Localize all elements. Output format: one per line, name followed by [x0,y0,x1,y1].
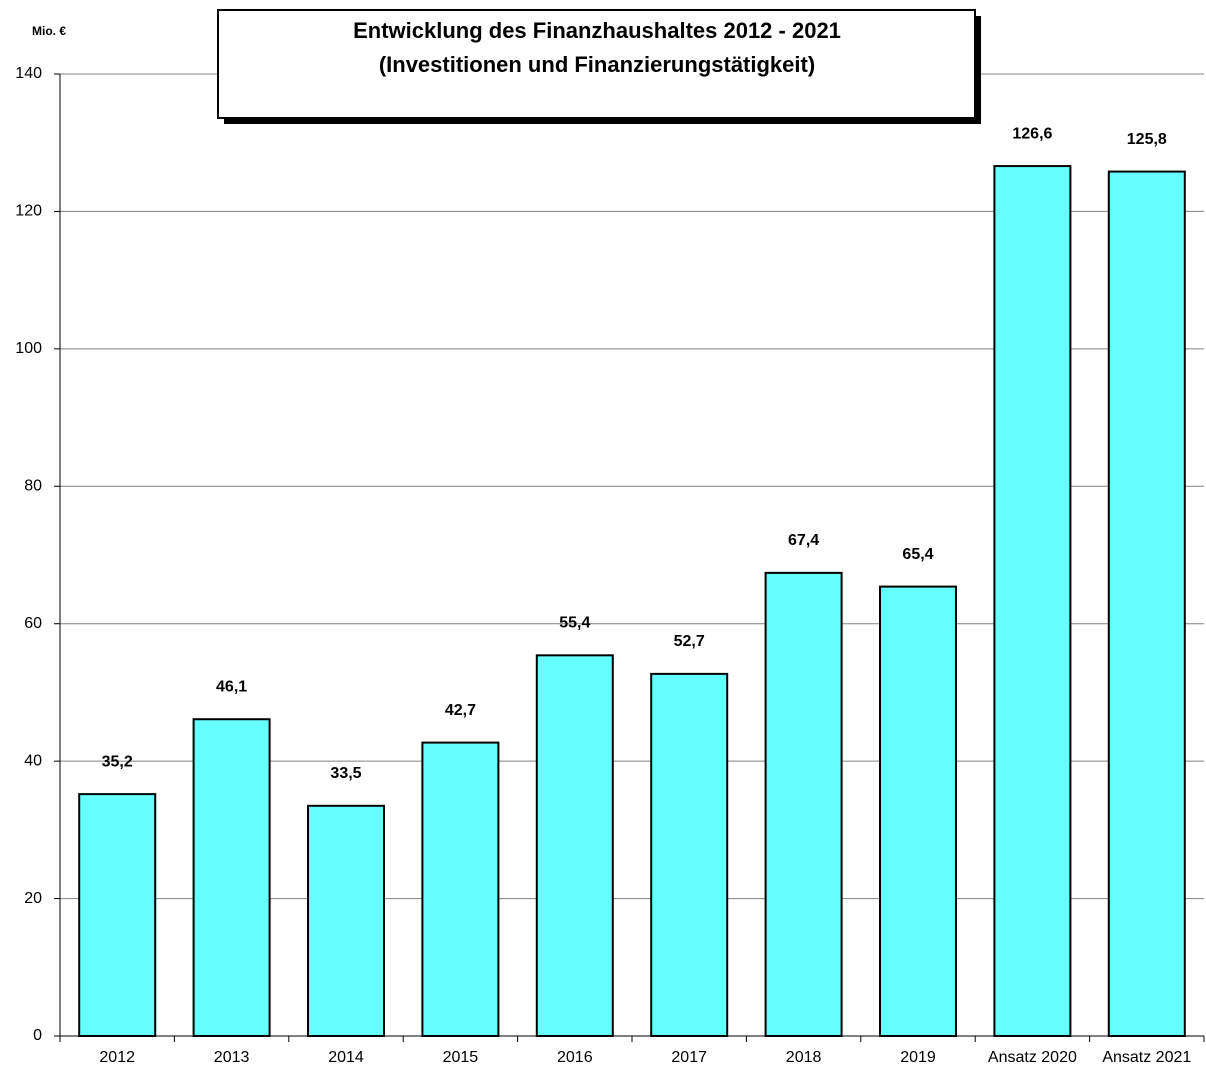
data-label: 125,8 [1127,131,1167,148]
x-tick-label: 2017 [671,1049,707,1066]
x-tick-label: Ansatz 2021 [1102,1049,1191,1066]
bar [307,804,385,1037]
bar [421,741,500,1038]
y-tick-label: 140 [15,65,42,82]
bar [650,672,729,1038]
data-label: 67,4 [788,532,819,549]
data-label: 126,6 [1012,125,1052,142]
bar [192,718,271,1038]
data-label: 42,7 [445,702,476,719]
bar [1107,170,1186,1037]
title-box [217,9,976,119]
x-tick-label: 2014 [328,1049,364,1066]
data-label: 35,2 [102,753,133,770]
bar [879,585,957,1037]
data-label: 46,1 [216,678,247,695]
x-tick-label: 2018 [786,1049,822,1066]
x-tick-label: 2012 [99,1049,135,1066]
y-tick-label: 100 [15,340,42,357]
bar [764,571,843,1037]
data-label: 55,4 [559,615,590,632]
chart-subtitle: (Investitionen und Finanzierungstätigkei… [379,52,815,77]
y-tick-label: 60 [24,615,42,632]
y-tick-label: 40 [24,752,42,769]
y-axis-label: Mio. € [32,24,66,38]
x-tick-label: 2013 [214,1049,250,1066]
bar [993,165,1072,1037]
y-tick-label: 20 [24,890,42,907]
y-tick-label: 80 [24,478,42,495]
chart-title: Entwicklung des Finanzhaushaltes 2012 - … [353,18,841,43]
y-tick-label: 120 [15,203,42,220]
y-tick-label: 0 [33,1027,42,1044]
data-label: 65,4 [902,546,933,563]
bar [535,654,614,1038]
data-label: 33,5 [330,765,361,782]
data-label: 52,7 [674,633,705,650]
bar [78,793,157,1038]
x-tick-label: 2019 [900,1049,936,1066]
x-tick-label: Ansatz 2020 [988,1049,1077,1066]
x-tick-label: 2015 [443,1049,479,1066]
x-tick-label: 2016 [557,1049,593,1066]
